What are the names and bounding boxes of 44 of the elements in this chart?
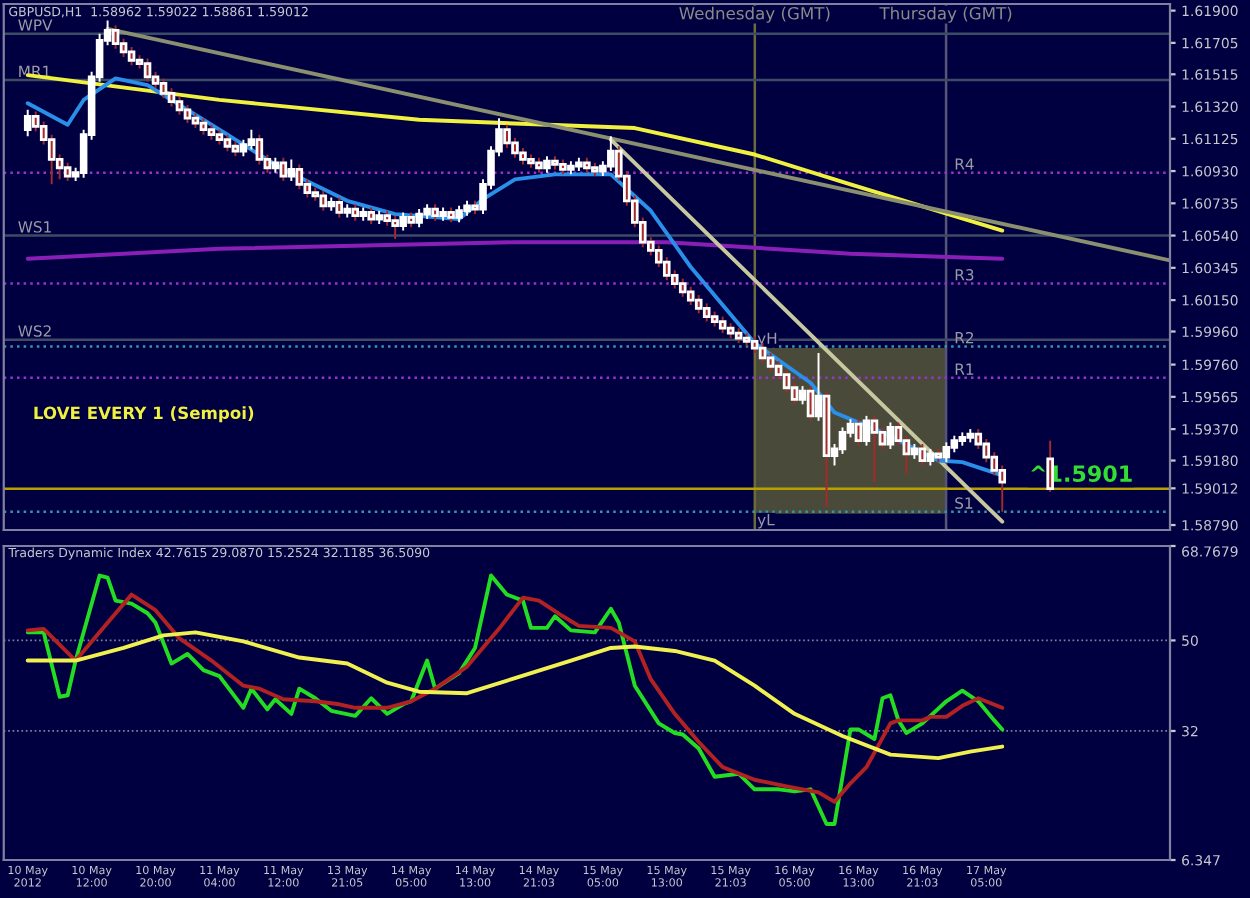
- candlestick: [886, 421, 895, 450]
- candlestick: [127, 46, 136, 67]
- candlestick: [854, 418, 863, 447]
- annotation: Wednesday (GMT): [679, 6, 830, 23]
- candlestick: [63, 161, 72, 182]
- candlestick: [870, 414, 879, 483]
- candlestick: [918, 443, 927, 467]
- candlestick: [782, 368, 791, 394]
- candlestick: [942, 441, 951, 464]
- candlestick: [23, 108, 32, 138]
- candlestick: [255, 133, 264, 166]
- candlestick: [31, 110, 40, 133]
- candlestick: [319, 189, 328, 212]
- candlestick: [862, 414, 871, 447]
- candlestick: [878, 426, 887, 450]
- line-series: [25, 630, 1005, 761]
- line-series: [25, 240, 1005, 261]
- candlestick: [159, 77, 168, 100]
- candlestick: [607, 135, 615, 173]
- candlestick: [702, 302, 711, 323]
- candlestick: [167, 87, 176, 108]
- annotation: LOVE EVERY 1 (Sempoi): [34, 406, 254, 423]
- candlestick: [415, 208, 423, 229]
- candlestick: [678, 277, 687, 298]
- candlestick: [295, 163, 304, 191]
- candlestick: [806, 385, 815, 422]
- candlestick: [838, 426, 847, 455]
- candlestick: [143, 57, 152, 83]
- candlestick: [686, 285, 695, 307]
- candlestick: [758, 342, 767, 364]
- candlestick: [902, 434, 911, 475]
- candlestick: [774, 360, 783, 381]
- candlestick: [183, 103, 192, 125]
- candlestick: [111, 24, 120, 50]
- candlestick: [399, 211, 407, 232]
- candlestick: [391, 214, 399, 240]
- candlestick: [694, 294, 703, 315]
- candlestick: [175, 95, 184, 116]
- candlestick: [335, 196, 344, 219]
- candlestick: [279, 156, 288, 182]
- candlestick: [287, 158, 296, 182]
- line-series: [25, 592, 1005, 804]
- line-series: [25, 573, 1005, 826]
- annotation: Thursday (GMT): [879, 6, 1012, 23]
